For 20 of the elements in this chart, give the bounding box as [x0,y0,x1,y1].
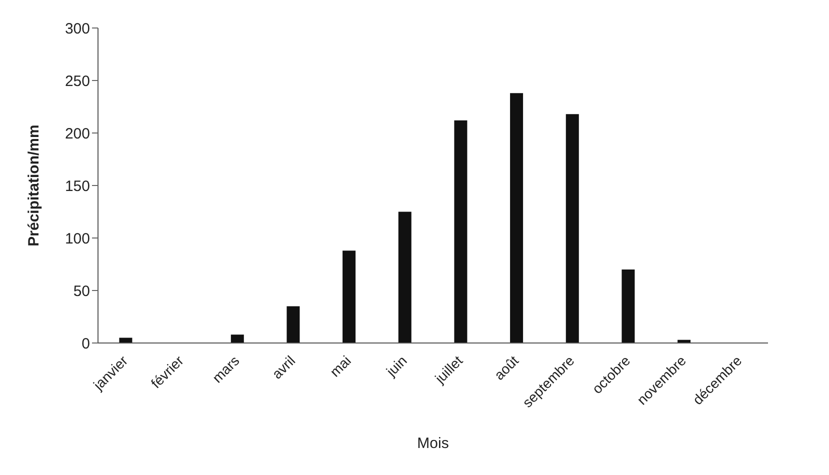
y-tick-label: 150 [64,178,90,195]
bar [342,250,356,343]
y-tick-label: 100 [64,230,90,248]
y-tick-label: 250 [64,72,90,90]
x-tick-label: août [490,352,522,384]
x-tick-label: mai [326,352,354,380]
y-tick-label: 300 [64,20,90,38]
bar [454,120,468,343]
bar [622,270,635,343]
y-axis-title: Précipitation/mm [25,124,42,246]
x-axis-title: Mois [417,435,449,452]
bar [286,306,300,343]
bar [510,93,524,343]
y-tick-label: 200 [64,125,90,142]
bar [230,334,244,343]
y-tick-label: 50 [73,282,90,300]
bar [566,114,579,343]
bar [398,212,412,343]
x-tick-label: juin [382,352,410,380]
y-tick-label: 0 [82,335,90,352]
